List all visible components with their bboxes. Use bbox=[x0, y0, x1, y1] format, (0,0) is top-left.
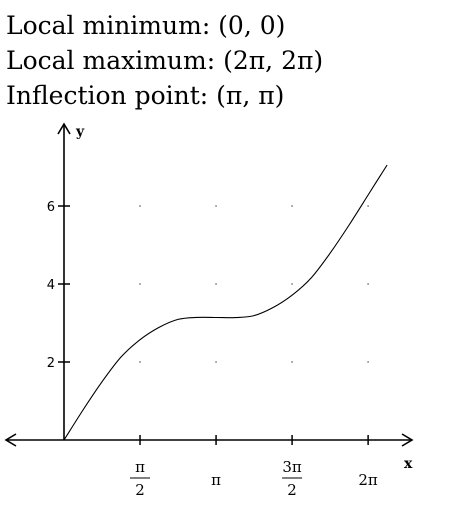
x-tick-label-numerator: π bbox=[135, 458, 145, 476]
x-tick-label-denominator: 2 bbox=[287, 481, 297, 499]
grid-dot bbox=[291, 205, 293, 207]
grid-dot bbox=[367, 283, 370, 285]
grid-dot bbox=[139, 205, 141, 207]
ticks bbox=[58, 205, 369, 445]
x-axis-label: x bbox=[404, 456, 413, 472]
y-tick-label: 6 bbox=[47, 200, 55, 215]
grid-dot bbox=[215, 361, 217, 363]
grid-dot bbox=[291, 283, 293, 285]
grid-dot bbox=[291, 361, 293, 363]
x-tick-label-denominator: 2 bbox=[135, 481, 145, 499]
grid-dot bbox=[215, 205, 217, 207]
grid-dot bbox=[139, 361, 141, 363]
grid-dot bbox=[367, 361, 370, 363]
local-minimum-text: Local minimum: (0, 0) bbox=[6, 11, 286, 40]
grid-dot bbox=[139, 283, 141, 285]
function-curve bbox=[63, 164, 388, 441]
y-tick-label: 2 bbox=[47, 356, 55, 371]
x-axis-right-arrow bbox=[401, 433, 414, 447]
header-text-block: Local minimum: (0, 0) Local maximum: (2π… bbox=[6, 8, 323, 113]
grid-dot bbox=[215, 283, 217, 285]
grid-dot bbox=[367, 205, 370, 207]
x-tick-label: 2π bbox=[358, 471, 378, 489]
axes bbox=[4, 122, 414, 447]
x-axis-left-arrow bbox=[4, 433, 17, 447]
local-maximum-text: Local maximum: (2π, 2π) bbox=[6, 46, 324, 75]
inflection-point-text: Inflection point: (π, π) bbox=[6, 81, 285, 110]
y-tick-label: 4 bbox=[47, 278, 55, 293]
y-axis-label: y bbox=[75, 124, 85, 140]
x-tick-label: π bbox=[211, 471, 221, 489]
x-tick-label-numerator: 3π bbox=[282, 458, 302, 476]
y-axis-arrow bbox=[57, 122, 71, 135]
curve-layer bbox=[63, 164, 388, 441]
grid-dots bbox=[139, 205, 370, 363]
